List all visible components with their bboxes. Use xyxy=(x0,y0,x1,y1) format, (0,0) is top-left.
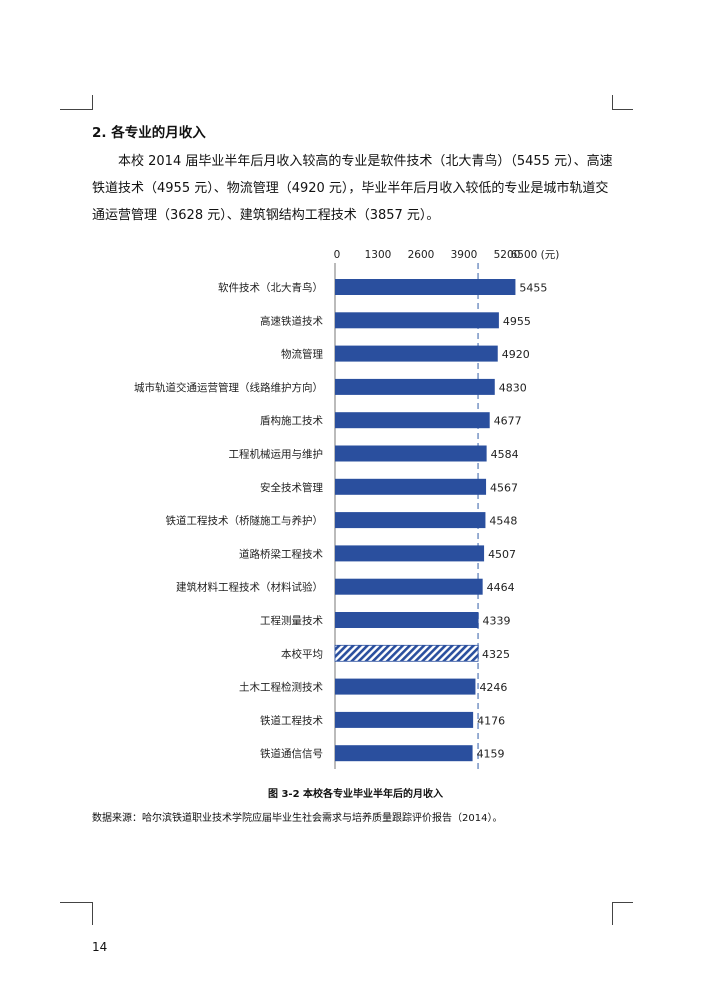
data-bar xyxy=(335,612,479,628)
x-tick-label: 2600 xyxy=(408,249,435,261)
category-label: 城市轨道交通运营管理（线路维护方向） xyxy=(134,381,323,394)
figure-caption: 图 3-2 本校各专业毕业半年后的月收入 xyxy=(267,789,444,800)
category-label: 安全技术管理 xyxy=(260,481,323,494)
x-tick-label: 3900 xyxy=(451,249,478,261)
data-label: 4246 xyxy=(479,681,507,694)
data-bar xyxy=(335,578,483,595)
body-paragraph: 本校 2014 届毕业半年后月收入较高的专业是软件技术（北大青鸟）（5455 元… xyxy=(92,154,613,223)
category-label: 工程测量技术 xyxy=(260,614,323,627)
data-bar xyxy=(335,512,486,529)
x-tick-label: 6500 (元) xyxy=(511,249,560,261)
data-label: 4920 xyxy=(502,348,530,361)
data-label: 4567 xyxy=(490,481,518,494)
data-label: 4339 xyxy=(483,615,511,628)
data-label: 4464 xyxy=(487,581,515,594)
data-label: 4507 xyxy=(488,548,516,561)
page-number: 14 xyxy=(92,940,108,954)
data-bar xyxy=(335,678,476,695)
data-bar xyxy=(335,445,487,462)
category-label: 道路桥梁工程技术 xyxy=(239,547,323,560)
data-bar xyxy=(335,412,490,429)
category-label: 高速铁道技术 xyxy=(260,314,323,327)
data-bar xyxy=(335,345,498,362)
data-bar xyxy=(335,279,516,295)
category-label: 铁道工程技术（桥隧施工与养护） xyxy=(166,514,324,527)
data-bar xyxy=(335,378,495,395)
data-label: 4955 xyxy=(503,315,531,328)
section-heading: 2. 各专业的月收入 xyxy=(92,125,206,141)
category-label: 铁道通信信号 xyxy=(260,747,323,760)
crop-mark-bottom-left xyxy=(60,902,93,925)
data-bar xyxy=(335,711,474,728)
data-label: 5455 xyxy=(519,282,547,295)
data-label: 4677 xyxy=(494,415,522,428)
data-label: 4830 xyxy=(499,381,527,394)
x-tick-label: 0 xyxy=(334,249,341,261)
data-source-note: 数据来源：哈尔滨铁道职业技术学院应届毕业生社会需求与培养质量跟踪评价报告（201… xyxy=(92,813,503,824)
data-label: 4325 xyxy=(482,648,510,661)
data-bar xyxy=(335,545,485,562)
category-label: 铁道工程技术 xyxy=(260,714,323,727)
data-label: 4159 xyxy=(477,748,505,761)
data-label: 4176 xyxy=(477,714,505,727)
data-bar xyxy=(335,478,487,495)
crop-mark-bottom-right xyxy=(612,902,633,925)
x-tick-label: 1300 xyxy=(365,249,392,261)
crop-mark-top-right xyxy=(612,95,633,110)
x-tick-label: 5200 xyxy=(494,249,521,261)
average-bar xyxy=(334,644,479,662)
crop-mark-top-left xyxy=(60,95,93,110)
category-label: 盾构施工技术 xyxy=(260,414,323,427)
data-label: 4584 xyxy=(491,448,519,461)
category-label: 物流管理 xyxy=(281,348,323,361)
category-label: 本校平均 xyxy=(281,647,323,660)
data-bar xyxy=(335,745,473,762)
data-label: 4548 xyxy=(489,515,517,528)
data-bar xyxy=(335,312,499,329)
category-label: 土木工程检测技术 xyxy=(239,681,323,694)
category-label: 建筑材料工程技术（材料试验） xyxy=(176,581,323,594)
category-label: 软件技术（北大青鸟） xyxy=(218,281,323,294)
category-label: 工程机械运用与维护 xyxy=(229,448,324,461)
